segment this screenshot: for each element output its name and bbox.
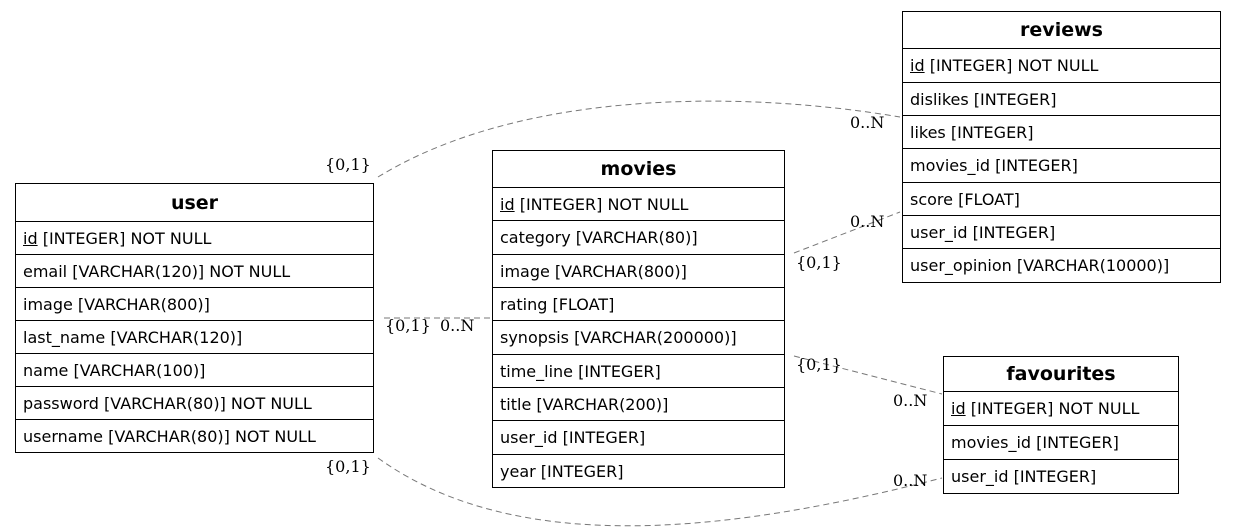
- cardinality-label: 0..N: [893, 471, 928, 490]
- column-row: user_opinion [VARCHAR(10000)]: [910, 256, 1170, 275]
- pk-type: [INTEGER] NOT NULL: [924, 56, 1099, 75]
- cardinality-label: {0,1}: [796, 253, 842, 272]
- column-row: image [VARCHAR(800)]: [16, 288, 373, 321]
- entity-title: favourites: [944, 357, 1178, 392]
- column-row: id [INTEGER] NOT NULL: [493, 188, 784, 221]
- cardinality-label: {0,1}: [796, 355, 842, 374]
- entity-title: movies: [493, 151, 784, 188]
- cardinality-label: 0..N: [893, 391, 928, 410]
- column-row: title [VARCHAR(200)]: [493, 388, 784, 421]
- pk-type: [INTEGER] NOT NULL: [965, 399, 1140, 418]
- entity-movies: movies id [INTEGER] NOT NULL category [V…: [492, 150, 785, 488]
- pk-name: id: [910, 56, 925, 75]
- pk-name: id: [951, 399, 966, 418]
- entity-favourites: favourites id [INTEGER] NOT NULL movies_…: [943, 356, 1179, 494]
- column-row: synopsis [VARCHAR(200000)]: [493, 321, 784, 355]
- column-row: last_name [VARCHAR(120)]: [16, 321, 373, 354]
- entity-title: user: [16, 184, 373, 222]
- column-row: password [VARCHAR(80)] NOT NULL: [16, 387, 373, 420]
- column-row: time_line [INTEGER]: [493, 355, 784, 388]
- column-row: rating [FLOAT]: [493, 288, 784, 321]
- cardinality-label: {0,1}: [385, 316, 431, 335]
- cardinality-label: 0..N: [850, 113, 885, 132]
- entity-title: reviews: [903, 12, 1220, 49]
- edge-movies-reviews: [793, 211, 901, 254]
- column-row: user_id [INTEGER]: [951, 467, 1097, 486]
- column-row: id [INTEGER] NOT NULL: [16, 222, 373, 255]
- column-row: score [FLOAT]: [903, 183, 1220, 216]
- pk-name: id: [23, 228, 38, 248]
- column-row: category [VARCHAR(80)]: [493, 221, 784, 255]
- edge-user-reviews: [377, 100, 901, 178]
- cardinality-label: {0,1}: [325, 155, 371, 174]
- column-row: email [VARCHAR(120)] NOT NULL: [16, 255, 373, 288]
- column-row: name [VARCHAR(100)]: [16, 354, 373, 387]
- edge-user-favourites: [377, 457, 943, 527]
- pk-name: id: [500, 194, 515, 214]
- column-row: movies_id [INTEGER]: [944, 426, 1178, 460]
- cardinality-label: 0..N: [850, 212, 885, 231]
- column-row: year [INTEGER]: [500, 461, 624, 481]
- pk-type: [INTEGER] NOT NULL: [37, 228, 212, 248]
- column-row: id [INTEGER] NOT NULL: [903, 49, 1220, 83]
- pk-type: [INTEGER] NOT NULL: [514, 194, 689, 214]
- cardinality-label: {0,1}: [325, 457, 371, 476]
- column-row: user_id [INTEGER]: [493, 421, 784, 455]
- column-row: user_id [INTEGER]: [903, 216, 1220, 249]
- edge-movies-favourites: [793, 355, 943, 395]
- entity-user: user id [INTEGER] NOT NULL email [VARCHA…: [15, 183, 374, 453]
- column-row: likes [INTEGER]: [903, 116, 1220, 149]
- column-row: id [INTEGER] NOT NULL: [944, 392, 1178, 426]
- entity-reviews: reviews id [INTEGER] NOT NULL dislikes […: [902, 11, 1221, 283]
- column-row: username [VARCHAR(80)] NOT NULL: [23, 426, 316, 446]
- column-row: dislikes [INTEGER]: [903, 83, 1220, 116]
- column-row: image [VARCHAR(800)]: [493, 255, 784, 288]
- column-row: movies_id [INTEGER]: [903, 149, 1220, 183]
- cardinality-label: 0..N: [440, 316, 475, 335]
